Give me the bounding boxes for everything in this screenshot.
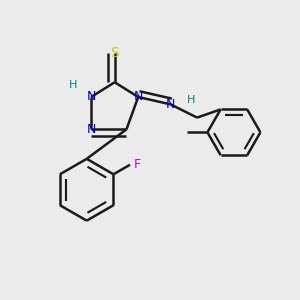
Text: S: S: [110, 46, 119, 60]
Text: F: F: [134, 158, 141, 171]
Text: H: H: [187, 95, 195, 105]
Text: N: N: [86, 123, 96, 136]
Text: H: H: [69, 80, 78, 90]
Text: N: N: [166, 98, 175, 111]
Text: N: N: [86, 91, 96, 103]
Text: N: N: [134, 91, 143, 103]
